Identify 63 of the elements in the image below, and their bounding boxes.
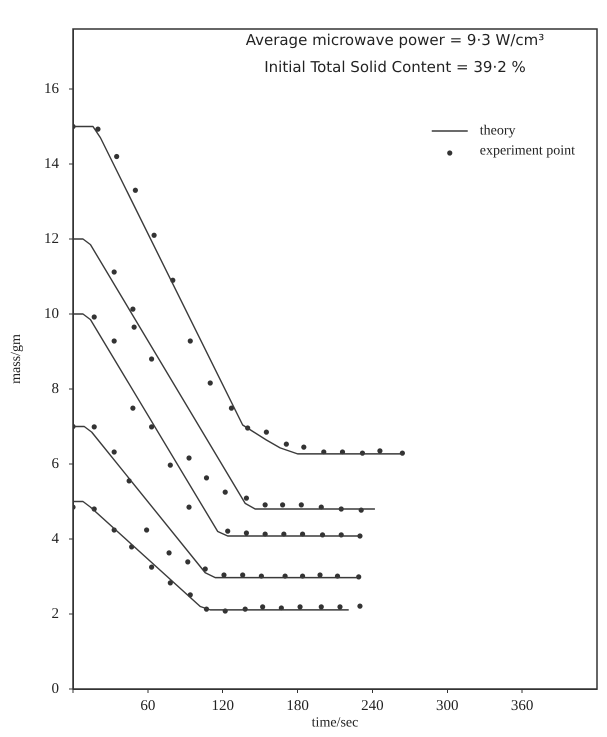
y-tick-label: 0 [52, 680, 59, 697]
legend-label: experiment point [480, 144, 576, 159]
x-tick-label: 60 [140, 698, 156, 714]
point [208, 380, 213, 386]
point [112, 269, 117, 275]
y-tick-label: 4 [52, 530, 60, 547]
point [114, 154, 120, 160]
point [168, 462, 173, 468]
y-tick-label: 10 [44, 306, 59, 322]
point [95, 126, 101, 132]
point [112, 449, 117, 455]
y-tick-label: 14 [44, 156, 60, 172]
point [244, 496, 250, 501]
point [298, 502, 304, 508]
point [228, 406, 234, 411]
point [297, 604, 303, 610]
point [357, 604, 363, 609]
legend-label: theory [480, 124, 516, 139]
point [186, 455, 192, 461]
point [284, 442, 289, 447]
point [149, 424, 154, 430]
x-axis-title: time/sec [312, 715, 358, 730]
point [301, 444, 306, 450]
y-tick-label: 8 [52, 380, 59, 397]
x-tick-label: 120 [211, 698, 234, 714]
point [377, 448, 383, 454]
point [168, 580, 173, 586]
point [222, 490, 228, 495]
point [318, 604, 324, 610]
point [132, 188, 138, 193]
x-tick-label: 300 [436, 698, 459, 714]
annotation: Initial Total Solid Content = 39·2 % [264, 58, 526, 76]
y-tick-label: 2 [52, 606, 59, 622]
x-tick-label: 240 [361, 698, 384, 714]
y-tick-label: 16 [44, 80, 60, 97]
point [149, 356, 154, 362]
point [144, 527, 150, 533]
point [149, 564, 154, 570]
point [188, 338, 193, 344]
point [92, 314, 97, 320]
point [264, 430, 269, 435]
point [151, 232, 157, 238]
point [132, 324, 137, 330]
point [130, 306, 136, 312]
point [185, 559, 190, 564]
point [186, 504, 192, 510]
x-tick-label: 180 [286, 698, 309, 714]
point [130, 406, 136, 411]
y-tick-label: 12 [44, 230, 59, 247]
point [166, 550, 172, 556]
y-axis-title: mass/gm [9, 334, 24, 384]
point [204, 475, 210, 480]
point [260, 604, 266, 610]
point [92, 424, 97, 430]
point [244, 530, 250, 536]
annotation: Average microwave power = 9·3 W/cm³ [246, 30, 544, 49]
point [225, 528, 230, 534]
y-tick-label: 6 [52, 456, 60, 472]
point [280, 502, 286, 508]
point [337, 604, 343, 610]
x-tick-label: 360 [510, 698, 534, 714]
point [262, 502, 268, 508]
point [112, 338, 117, 344]
